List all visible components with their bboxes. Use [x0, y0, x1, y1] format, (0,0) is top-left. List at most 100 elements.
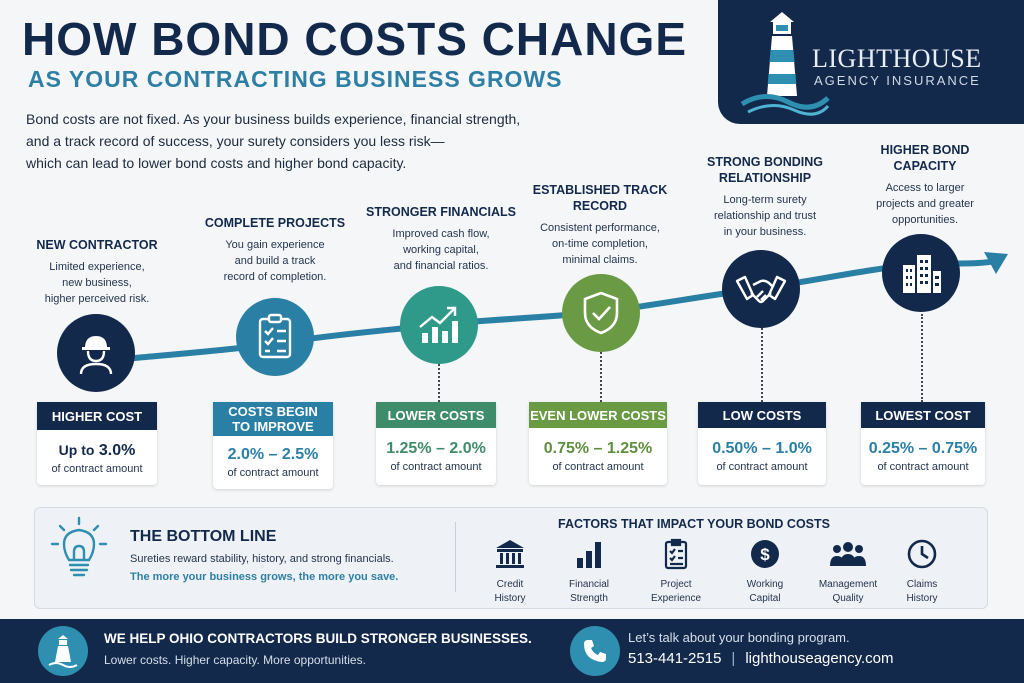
stage-description-line: Improved cash flow,	[392, 228, 490, 240]
cost-unit: of contract amount	[227, 467, 319, 479]
factor-label-line: History	[906, 593, 938, 604]
lighthouse-logo-icon	[740, 12, 830, 116]
cost-unit: of contract amount	[552, 461, 644, 473]
contact-separator: |	[731, 650, 736, 667]
cost-card-new-contractor: HIGHER COST Up to 3.0% of contract amoun…	[37, 402, 157, 485]
team-icon	[830, 542, 866, 566]
cost-card-established-track-record: EVEN LOWER COSTS 0.75% – 1.25% of contra…	[529, 402, 667, 485]
factor-label-line: History	[494, 593, 526, 604]
footer-tagline: Lower costs. Higher capacity. More oppor…	[104, 653, 366, 667]
stage-title: COMPLETE PROJECTS	[204, 216, 346, 230]
stage-title: HIGHER BOND CAPACITY	[850, 142, 1000, 174]
cost-label: HIGHER COST	[37, 402, 157, 430]
factor-label-line: Financial	[568, 579, 610, 590]
stage-stronger-financials: STRONGER FINANCIALS Improved cash flow, …	[366, 204, 516, 274]
factor-credit-history: Credit History	[470, 538, 550, 606]
factor-label: Working Capital	[725, 578, 805, 606]
factor-project-experience: Project Experience	[636, 538, 716, 606]
cost-value: 2.0% – 2.5%	[227, 446, 319, 463]
stage-title: STRONGER FINANCIALS	[366, 205, 516, 219]
cost-value: Up to 3.0%	[37, 442, 157, 460]
stage-complete-projects: COMPLETE PROJECTS You gain experience an…	[195, 215, 355, 285]
cost-label: EVEN LOWER COSTS	[529, 402, 667, 428]
cost-label: COSTS BEGIN TO IMPROVE	[213, 402, 333, 436]
connector-dots	[600, 352, 602, 402]
stage-description-line: Limited experience,	[49, 261, 145, 273]
stage-description-line: Consistent performance,	[540, 222, 660, 234]
cost-unit: of contract amount	[877, 461, 969, 473]
factor-label: Project Experience	[636, 578, 716, 606]
stage-title: ESTABLISHED TRACK RECORD	[525, 182, 675, 214]
cost-label: LOW COSTS	[698, 402, 826, 428]
intro-line: which can lead to lower bond costs and h…	[26, 155, 407, 171]
factor-label-line: Credit	[496, 579, 524, 590]
stage-higher-bond-capacity: HIGHER BOND CAPACITY Access to larger pr…	[850, 142, 1000, 228]
factor-label-line: Claims	[906, 579, 938, 590]
stage-title-line: RECORD	[572, 199, 628, 213]
stage-description-line: new business,	[62, 277, 132, 289]
factor-label-line: Quality	[832, 593, 864, 604]
factor-label-line: Project	[660, 579, 692, 590]
cost-label-line: COSTS BEGIN	[228, 404, 318, 419]
divider	[455, 522, 456, 592]
bar-chart-icon	[577, 542, 601, 568]
hard-hat-worker-icon	[57, 314, 135, 392]
lighthouse-icon	[38, 626, 88, 676]
factor-label: Financial Strength	[549, 578, 629, 606]
stage-description-line: record of completion.	[223, 271, 327, 283]
phone-number-link[interactable]: 513-441-2515	[628, 650, 722, 667]
cost-value: 0.50% – 1.0%	[712, 440, 812, 457]
growth-chart-icon	[400, 286, 478, 364]
website-link[interactable]: lighthouseagency.com	[745, 650, 894, 667]
intro-line: and a track record of success, your sure…	[26, 133, 445, 149]
factor-label: Claims History	[882, 578, 962, 606]
stage-title-line: RELATIONSHIP	[718, 171, 812, 185]
cost-label: LOWER COSTS	[376, 402, 496, 428]
stage-description-line: projects and greater	[876, 198, 974, 210]
connector-dots	[438, 364, 440, 402]
stage-description-line: Long-term surety	[723, 194, 807, 206]
stage-description-line: Access to larger	[885, 182, 965, 194]
stage-description-line: working capital,	[403, 244, 479, 256]
clipboard-icon	[664, 538, 688, 570]
page-subtitle: AS YOUR CONTRACTING BUSINESS GROWS	[28, 66, 563, 92]
cost-card-stronger-financials: LOWER COSTS 1.25% – 2.0% of contract amo…	[376, 402, 496, 485]
cost-unit: of contract amount	[51, 463, 143, 475]
page-title: HOW BOND COSTS CHANGE	[22, 13, 687, 65]
factor-label-line: Working	[746, 579, 784, 590]
svg-text:$: $	[760, 545, 770, 564]
stage-title-line: STRONG BONDING	[707, 155, 823, 169]
stage-description-line: opportunities.	[891, 214, 959, 226]
factor-management-quality: Management Quality	[808, 538, 888, 606]
clock-icon	[907, 539, 937, 569]
brand-name: LIGHTHOUSE	[812, 44, 982, 73]
stage-description-line: You gain experience	[225, 239, 325, 251]
factor-label: Credit History	[470, 578, 550, 606]
stage-description-line: and financial ratios.	[393, 260, 489, 272]
stage-new-contractor: NEW CONTRACTOR Limited experience, new b…	[22, 237, 172, 307]
bottom-line-text: Sureties reward stability, history, and …	[130, 553, 394, 565]
stage-description-line: minimal claims.	[562, 254, 638, 266]
stage-description: Access to larger projects and greater op…	[850, 180, 1000, 228]
intro-line: Bond costs are not fixed. As your busine…	[26, 111, 521, 127]
cost-value: 0.75% – 1.25%	[543, 440, 653, 457]
brand-tagline: AGENCY INSURANCE	[814, 73, 981, 88]
cost-unit: of contract amount	[716, 461, 808, 473]
bank-icon	[496, 540, 524, 568]
bottom-line-panel	[34, 507, 988, 609]
lightbulb-icon	[50, 516, 108, 577]
stage-title: NEW CONTRACTOR	[36, 238, 158, 252]
cost-label-line: TO IMPROVE	[232, 419, 314, 434]
factor-label-line: Strength	[570, 593, 608, 604]
stage-title: STRONG BONDING RELATIONSHIP	[690, 154, 840, 186]
factor-label-line: Capital	[749, 593, 781, 604]
stage-description: Limited experience, new business, higher…	[22, 259, 172, 307]
cost-value-prefix: Up to	[58, 442, 95, 458]
factor-label-line: Experience	[650, 593, 702, 604]
clipboard-checklist-icon	[236, 298, 314, 376]
cost-value: 1.25% – 2.0%	[386, 440, 486, 457]
stage-description-line: higher perceived risk.	[44, 293, 150, 305]
cost-label: LOWEST COST	[861, 402, 985, 428]
phone-icon[interactable]	[570, 626, 620, 676]
bottom-line-highlight: The more your business grows, the more y…	[130, 571, 399, 583]
